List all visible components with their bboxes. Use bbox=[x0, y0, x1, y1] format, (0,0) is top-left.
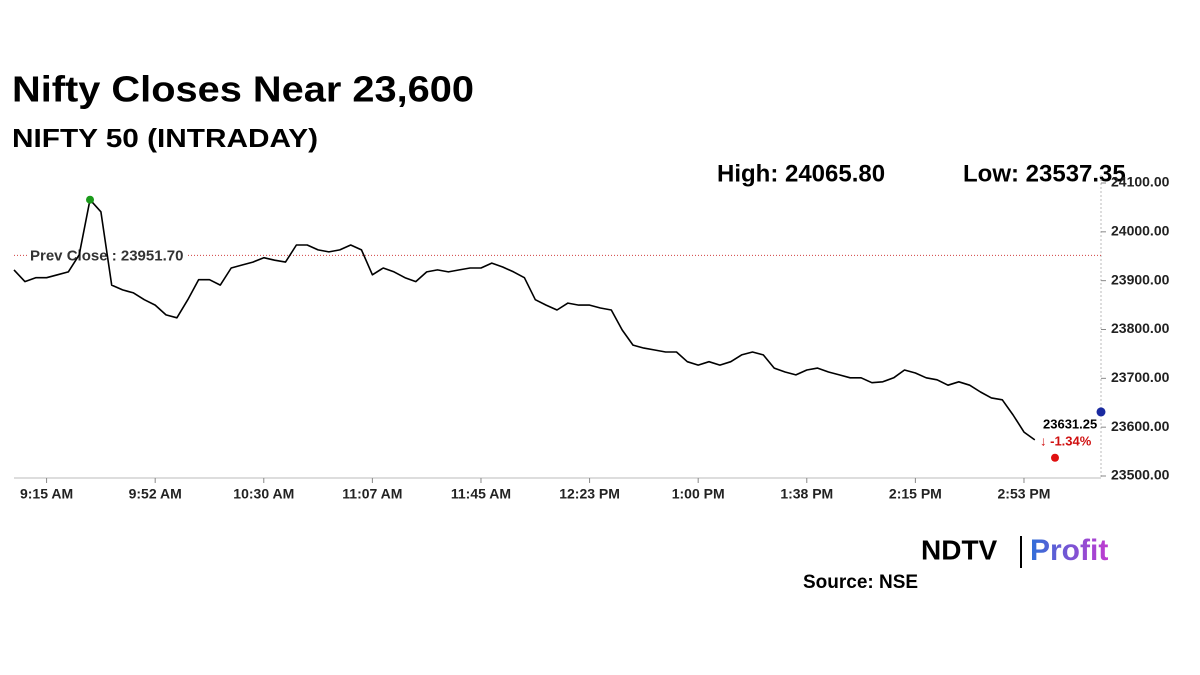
x-tick-label: 10:30 AM bbox=[233, 486, 294, 502]
y-tick-label: 23700.00 bbox=[1111, 369, 1170, 385]
high-marker bbox=[86, 195, 95, 204]
y-tick-label: 24000.00 bbox=[1111, 223, 1170, 239]
change-label: ↓ -1.34% bbox=[1040, 433, 1092, 448]
low-marker bbox=[1051, 453, 1059, 462]
y-tick-label: 23500.00 bbox=[1111, 467, 1170, 483]
chart-title: Nifty Closes Near 23,600 bbox=[12, 69, 474, 110]
source: Source: NSE bbox=[803, 572, 918, 593]
high-label: High: 24065.80 bbox=[717, 160, 885, 187]
logo-product: Profit bbox=[1030, 534, 1108, 567]
x-tick-label: 1:00 PM bbox=[672, 486, 725, 502]
y-tick-label: 23900.00 bbox=[1111, 271, 1170, 287]
x-tick-label: 2:15 PM bbox=[889, 486, 942, 502]
x-tick-label: 11:45 AM bbox=[451, 486, 511, 502]
chart-subtitle: NIFTY 50 (INTRADAY) bbox=[12, 123, 318, 153]
x-tick-label: 11:07 AM bbox=[342, 486, 402, 502]
y-tick-label: 23800.00 bbox=[1111, 320, 1170, 336]
x-tick-label: 2:53 PM bbox=[998, 486, 1051, 502]
last-price: 23631.25 bbox=[1043, 416, 1097, 431]
last-marker bbox=[1096, 407, 1106, 417]
x-tick-label: 1:38 PM bbox=[780, 486, 833, 502]
x-tick-label: 12:23 PM bbox=[559, 486, 620, 502]
low-label: Low: 23537.35 bbox=[963, 160, 1126, 187]
y-tick-label: 24100.00 bbox=[1111, 174, 1170, 190]
x-tick-label: 9:52 AM bbox=[129, 486, 182, 502]
price-line bbox=[13, 198, 1036, 441]
x-tick-label: 9:15 AM bbox=[20, 486, 73, 502]
y-tick-label: 23600.00 bbox=[1111, 418, 1170, 434]
logo-brand: NDTV bbox=[921, 534, 998, 565]
